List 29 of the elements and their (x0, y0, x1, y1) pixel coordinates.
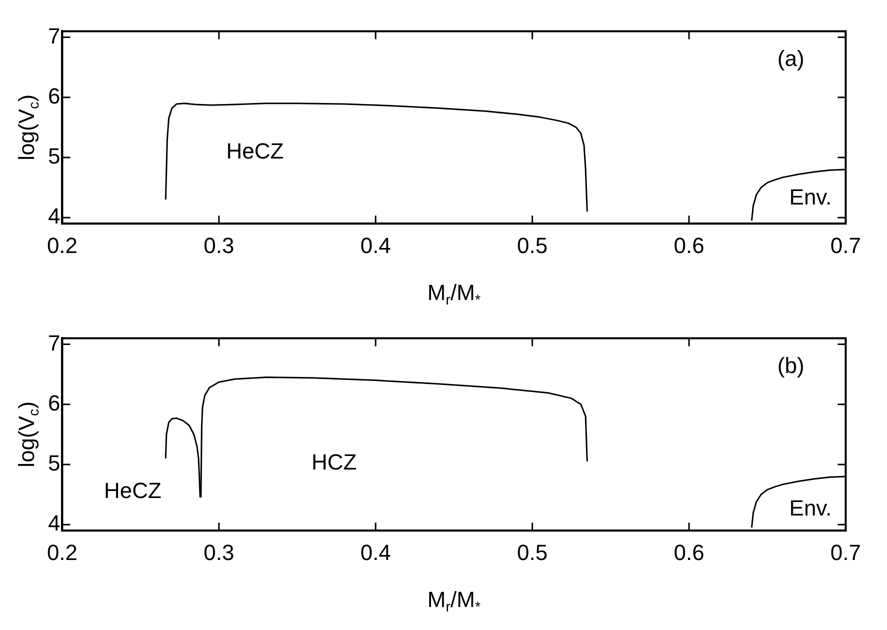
y-axis-title: log(Vc) (14, 94, 43, 160)
x-tick-label: 0.3 (204, 540, 234, 565)
x-tick-label: 0.5 (517, 232, 548, 258)
annotation: (a) (777, 46, 804, 72)
x-tick-label: 0.2 (46, 232, 78, 258)
y-tick-label: 5 (48, 144, 60, 169)
x-tick-label: 0.2 (46, 540, 78, 565)
y-tick-label: 6 (48, 390, 60, 416)
annotation: Env. (789, 184, 832, 210)
y-tick-label: 6 (48, 83, 60, 108)
y-tick-label: 7 (48, 330, 60, 356)
y-tick-label: 4 (48, 510, 60, 536)
x-tick-label: 0.4 (360, 232, 391, 258)
x-tick-label: 0.4 (360, 540, 391, 565)
y-tick-label: 5 (48, 450, 60, 476)
x-tick-label: 0.7 (830, 232, 862, 258)
x-tick-label: 0.6 (674, 540, 704, 565)
y-tick-label: 4 (48, 204, 60, 229)
annotation: HCZ (311, 449, 357, 474)
x-tick-label: 0.3 (204, 232, 234, 258)
x-tick-label: 0.7 (830, 540, 862, 565)
annotation: (b) (777, 353, 804, 378)
annotation: HeCZ (226, 138, 284, 164)
annotation: HeCZ (104, 478, 162, 504)
x-tick-label: 0.6 (674, 232, 704, 258)
x-tick-label: 0.5 (517, 540, 548, 565)
y-tick-label: 7 (48, 23, 60, 48)
annotation: Env. (789, 496, 832, 520)
y-axis-title: log(Vc) (14, 401, 43, 468)
